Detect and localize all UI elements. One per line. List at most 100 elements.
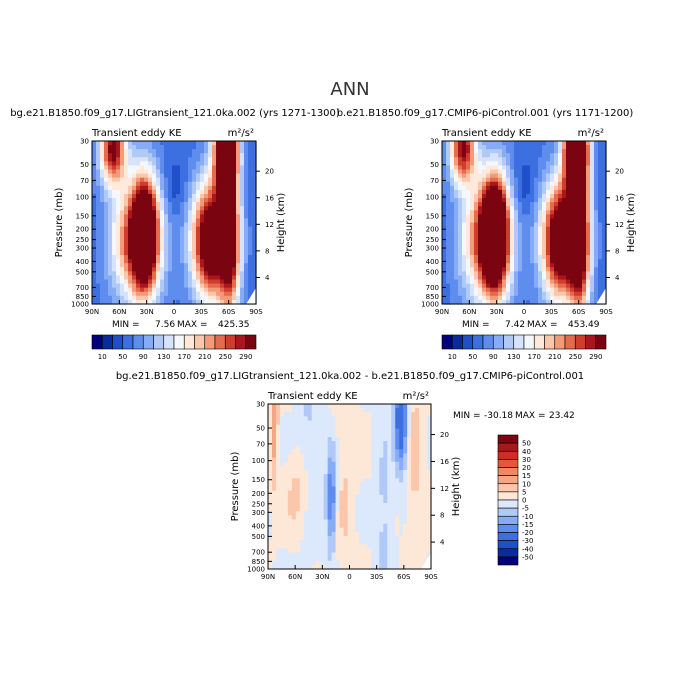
heatmap-cell bbox=[236, 226, 241, 232]
heatmap-cell bbox=[562, 271, 567, 277]
heatmap-cell bbox=[351, 420, 357, 426]
heatmap-cell bbox=[482, 226, 487, 232]
heatmap-cell bbox=[303, 503, 309, 508]
heatmap-cell bbox=[494, 222, 499, 228]
heatmap-cell bbox=[172, 173, 177, 179]
heatmap-cell bbox=[582, 165, 587, 171]
heatmap-cell bbox=[168, 259, 173, 264]
heatmap-cell bbox=[371, 465, 376, 471]
heatmap-cell bbox=[395, 457, 400, 463]
heatmap-cell bbox=[522, 255, 527, 260]
heatmap-cell bbox=[120, 255, 125, 260]
heatmap-cell bbox=[228, 230, 233, 236]
heatmap-cell bbox=[490, 198, 495, 203]
heatmap-cell bbox=[104, 218, 109, 224]
heatmap-cell bbox=[335, 437, 341, 442]
heatmap-cell bbox=[550, 279, 555, 285]
heatmap-cell bbox=[287, 556, 293, 562]
heatmap-cell bbox=[351, 540, 357, 545]
heatmap-cell bbox=[415, 523, 420, 529]
heatmap-cell bbox=[252, 271, 257, 277]
heatmap-cell bbox=[514, 165, 519, 171]
heatmap-cell bbox=[474, 169, 479, 175]
heatmap-cell bbox=[427, 437, 432, 442]
heatmap-cell bbox=[156, 295, 161, 301]
heatmap-cell bbox=[339, 544, 345, 549]
heatmap-cell bbox=[275, 552, 281, 558]
heatmap-cell bbox=[168, 149, 173, 154]
heatmap-cell bbox=[427, 503, 432, 508]
panel-left-label: Transient eddy KE bbox=[91, 128, 182, 139]
heatmap-cell bbox=[526, 295, 531, 301]
heatmap-cell bbox=[315, 420, 321, 426]
heatmap-cell bbox=[538, 230, 543, 236]
heatmap-cell bbox=[526, 202, 531, 207]
heatmap-cell bbox=[522, 251, 527, 256]
heatmap-cell bbox=[351, 523, 357, 529]
heatmap-cell bbox=[148, 283, 153, 289]
heatmap-cell bbox=[303, 536, 309, 541]
heatmap-cell bbox=[450, 222, 455, 228]
heatmap-cell bbox=[474, 271, 479, 277]
heatmap-cell bbox=[494, 145, 499, 150]
heatmap-cell bbox=[343, 486, 349, 492]
heatmap-cell bbox=[216, 299, 221, 305]
heatmap-cell bbox=[232, 242, 237, 248]
heatmap-cell bbox=[522, 185, 527, 191]
heatmap-cell bbox=[96, 149, 101, 154]
heatmap-cell bbox=[582, 299, 587, 305]
heatmap-cell bbox=[578, 279, 583, 285]
heatmap-cell bbox=[323, 523, 329, 529]
heatmap-cell bbox=[474, 246, 479, 252]
colorbar-swatch bbox=[132, 334, 144, 350]
heatmap-cell bbox=[574, 189, 579, 195]
heatmap-cell bbox=[590, 202, 595, 207]
heatmap-cell bbox=[152, 295, 157, 301]
heatmap-cell bbox=[96, 169, 101, 175]
heatmap-cell bbox=[355, 511, 361, 516]
heatmap-cell bbox=[570, 157, 575, 162]
heatmap-cell bbox=[423, 416, 428, 422]
heatmap-cell bbox=[144, 271, 149, 277]
heatmap-cell bbox=[347, 544, 353, 549]
heatmap-cell bbox=[196, 169, 201, 175]
heatmap-cell bbox=[419, 548, 424, 554]
heatmap-cell bbox=[427, 531, 432, 537]
heatmap-cell bbox=[427, 536, 432, 541]
heatmap-cell bbox=[427, 540, 432, 545]
heatmap-cell bbox=[279, 441, 285, 446]
heatmap-cell bbox=[454, 153, 459, 158]
heatmap-cell bbox=[319, 453, 325, 459]
heatmap-cell bbox=[347, 416, 353, 422]
heatmap-cell bbox=[339, 531, 345, 537]
heatmap-cell bbox=[582, 169, 587, 175]
heatmap-cell bbox=[574, 291, 579, 297]
heatmap-cell bbox=[482, 177, 487, 183]
heatmap-cell bbox=[100, 149, 105, 154]
heatmap-cell bbox=[180, 189, 185, 195]
heatmap-cell bbox=[172, 230, 177, 236]
heatmap-cell bbox=[578, 226, 583, 232]
heatmap-cell bbox=[363, 428, 368, 434]
heatmap-cell bbox=[423, 457, 428, 463]
heatmap-cell bbox=[152, 165, 157, 171]
heatmap-cell bbox=[598, 198, 603, 203]
heatmap-cell bbox=[522, 279, 527, 285]
heatmap-cell bbox=[128, 299, 133, 305]
heatmap-cell bbox=[478, 185, 483, 191]
y-tick-label: 150 bbox=[76, 212, 89, 220]
heatmap-cell bbox=[208, 149, 213, 154]
heatmap-cell bbox=[383, 536, 388, 541]
heatmap-cell bbox=[303, 432, 309, 438]
heatmap-cell bbox=[216, 141, 221, 146]
heatmap-cell bbox=[180, 242, 185, 248]
heatmap-cell bbox=[446, 214, 451, 220]
heatmap-cell bbox=[327, 478, 333, 483]
heatmap-cell bbox=[224, 165, 229, 171]
heatmap-cell bbox=[128, 271, 133, 277]
heatmap-cell bbox=[120, 242, 125, 248]
heatmap-cell bbox=[395, 445, 400, 450]
heatmap-cell bbox=[287, 412, 293, 417]
heatmap-cell bbox=[299, 536, 305, 541]
heatmap-cell bbox=[347, 515, 353, 521]
